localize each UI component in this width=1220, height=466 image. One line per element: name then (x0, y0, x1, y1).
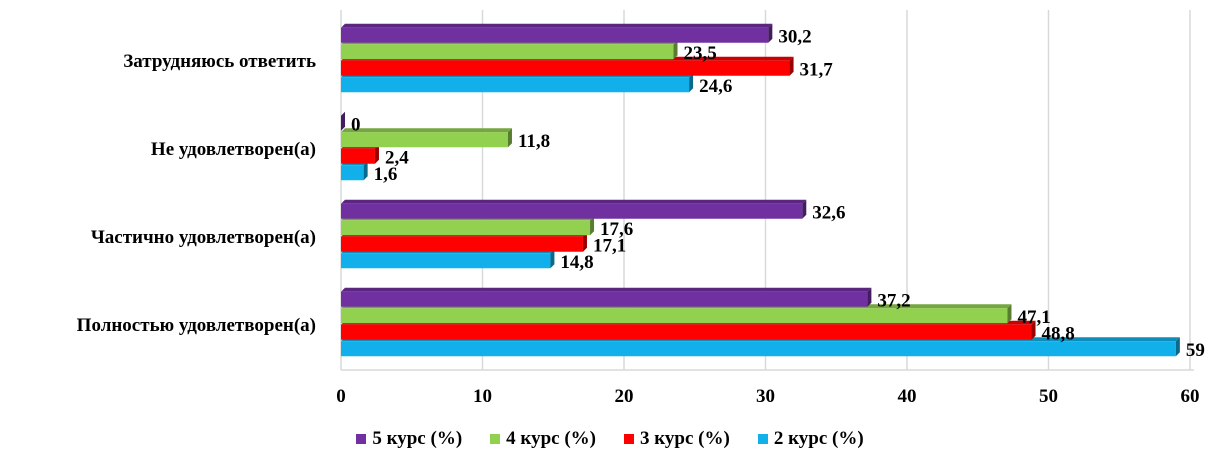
legend-swatch (356, 434, 367, 444)
data-label: 37,2 (877, 290, 910, 311)
data-label: 14,8 (560, 252, 593, 273)
data-label: 32,6 (812, 202, 845, 223)
bar (341, 304, 1012, 324)
data-label: 31,7 (800, 59, 834, 80)
bar (341, 232, 587, 252)
legend-item: 2 курс (%) (757, 428, 864, 450)
legend-item: 5 курс (%) (356, 428, 462, 450)
bar (341, 111, 345, 131)
data-label: 30,2 (778, 26, 811, 47)
x-tick-label: 30 (756, 386, 775, 407)
data-label: 17,6 (600, 219, 633, 240)
legend-item: 3 курс (%) (624, 428, 730, 450)
bar (341, 287, 872, 307)
bar (341, 23, 773, 43)
data-label: 24,6 (699, 76, 732, 97)
bars (341, 23, 1180, 357)
legend-swatch (490, 434, 501, 444)
x-tick-label: 20 (615, 386, 634, 407)
bar (341, 161, 368, 181)
bar (341, 249, 555, 269)
category-label: Затрудняюсь ответить (123, 51, 316, 72)
category-label: Частично удовлетворен(а) (91, 227, 316, 248)
x-tick-label: 10 (473, 386, 492, 407)
bar (341, 199, 807, 219)
data-label: 1,6 (374, 164, 398, 185)
x-tick-label: 40 (898, 386, 917, 407)
legend-label: 2 курс (%) (773, 428, 864, 449)
data-label: 59 (1186, 340, 1205, 361)
legend: 5 курс (%) 4 курс (%) 3 курс (%) 2 курс (%) (0, 428, 1220, 450)
legend-label: 4 курс (%) (506, 428, 596, 449)
legend-label: 5 курс (%) (372, 428, 463, 449)
bar (341, 73, 694, 93)
data-label: 2,4 (385, 147, 409, 168)
bar (341, 40, 678, 60)
bar (341, 128, 512, 148)
data-label: 0 (351, 114, 361, 135)
bar (341, 320, 1036, 340)
category-label: Полностью удовлетворен(а) (77, 315, 316, 336)
legend-swatch (757, 434, 768, 444)
legend-label: 3 курс (%) (640, 428, 730, 449)
category-label: Не удовлетворен(а) (151, 139, 316, 160)
bar (341, 56, 794, 76)
x-tick-label: 0 (336, 386, 346, 407)
legend-item: 4 курс (%) (490, 428, 596, 450)
legend-swatch (624, 434, 634, 444)
data-label: 47,1 (1017, 307, 1050, 328)
x-tick-label: 50 (1039, 386, 1058, 407)
data-label: 17,1 (593, 235, 626, 256)
data-label: 48,8 (1042, 323, 1075, 344)
bar (341, 216, 595, 236)
category-labels: Полностью удовлетворен(а) Частично удовле… (77, 51, 316, 336)
data-labels: 59 14,8 1,6 24,6 48,8 17,1 2,4 31,7 47,1 17,6 11,8… (351, 26, 1205, 361)
data-label: 23,5 (684, 43, 717, 64)
data-label: 11,8 (518, 131, 550, 152)
bar-chart: Полностью удовлетворен(а) Частично удовле… (77, 10, 1205, 407)
x-tick-labels: 0 10 20 30 40 50 60 (336, 386, 1199, 407)
bar (341, 144, 379, 164)
x-tick-label: 60 (1181, 386, 1200, 407)
